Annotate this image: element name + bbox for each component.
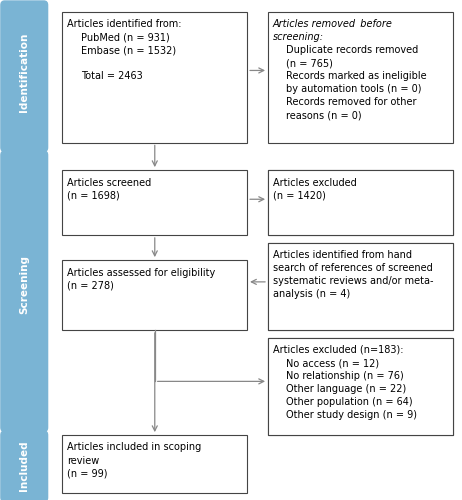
FancyBboxPatch shape [1,151,48,432]
Text: screening:: screening: [273,32,323,42]
Text: Duplicate records removed: Duplicate records removed [286,45,419,55]
Text: No relationship (n = 76): No relationship (n = 76) [286,371,404,381]
Text: search of references of screened: search of references of screened [273,263,432,273]
Text: No access (n = 12): No access (n = 12) [286,358,380,368]
Text: (n = 765): (n = 765) [286,58,333,68]
Text: Screening: Screening [19,256,29,314]
FancyBboxPatch shape [268,242,453,330]
FancyBboxPatch shape [268,338,453,435]
Text: Embase (n = 1532): Embase (n = 1532) [81,45,176,55]
FancyBboxPatch shape [268,338,453,435]
FancyBboxPatch shape [62,170,247,235]
Text: systematic reviews and/or meta-: systematic reviews and/or meta- [273,276,433,286]
Text: Articles excluded (n=183):: Articles excluded (n=183): [273,345,403,355]
FancyBboxPatch shape [268,242,453,330]
FancyBboxPatch shape [1,431,48,500]
FancyBboxPatch shape [62,260,247,330]
Text: (n = 278): (n = 278) [67,280,114,290]
Text: review: review [67,456,99,466]
Text: Other language (n = 22): Other language (n = 22) [286,384,407,394]
FancyBboxPatch shape [268,12,453,142]
Text: Included: Included [19,440,29,492]
Text: Articles removed  before: Articles removed before [273,19,392,29]
Text: Other study design (n = 9): Other study design (n = 9) [286,410,418,420]
Text: by automation tools (n = 0): by automation tools (n = 0) [286,84,422,94]
Text: Records marked as ineligible: Records marked as ineligible [286,71,427,81]
Text: Articles excluded: Articles excluded [273,178,356,188]
Text: Articles identified from hand: Articles identified from hand [273,250,412,260]
Text: (n = 1698): (n = 1698) [67,190,120,200]
Text: Other population (n = 64): Other population (n = 64) [286,397,413,407]
FancyBboxPatch shape [62,12,247,142]
FancyBboxPatch shape [268,170,453,235]
Text: Articles screened: Articles screened [67,178,151,188]
Text: Total = 2463: Total = 2463 [81,71,143,81]
Text: Articles included in scoping: Articles included in scoping [67,442,201,452]
Text: PubMed (n = 931): PubMed (n = 931) [81,32,170,42]
FancyBboxPatch shape [1,1,48,152]
Text: Articles identified from:: Articles identified from: [67,19,182,29]
Text: analysis (n = 4): analysis (n = 4) [273,289,350,299]
Text: (n = 1420): (n = 1420) [273,190,325,200]
Text: Articles assessed for eligibility: Articles assessed for eligibility [67,268,215,278]
Text: Identification: Identification [19,33,29,112]
Text: Records removed for other: Records removed for other [286,97,417,107]
Text: (n = 99): (n = 99) [67,468,108,478]
Text: reasons (n = 0): reasons (n = 0) [286,110,362,120]
FancyBboxPatch shape [62,435,247,492]
FancyBboxPatch shape [268,170,453,235]
